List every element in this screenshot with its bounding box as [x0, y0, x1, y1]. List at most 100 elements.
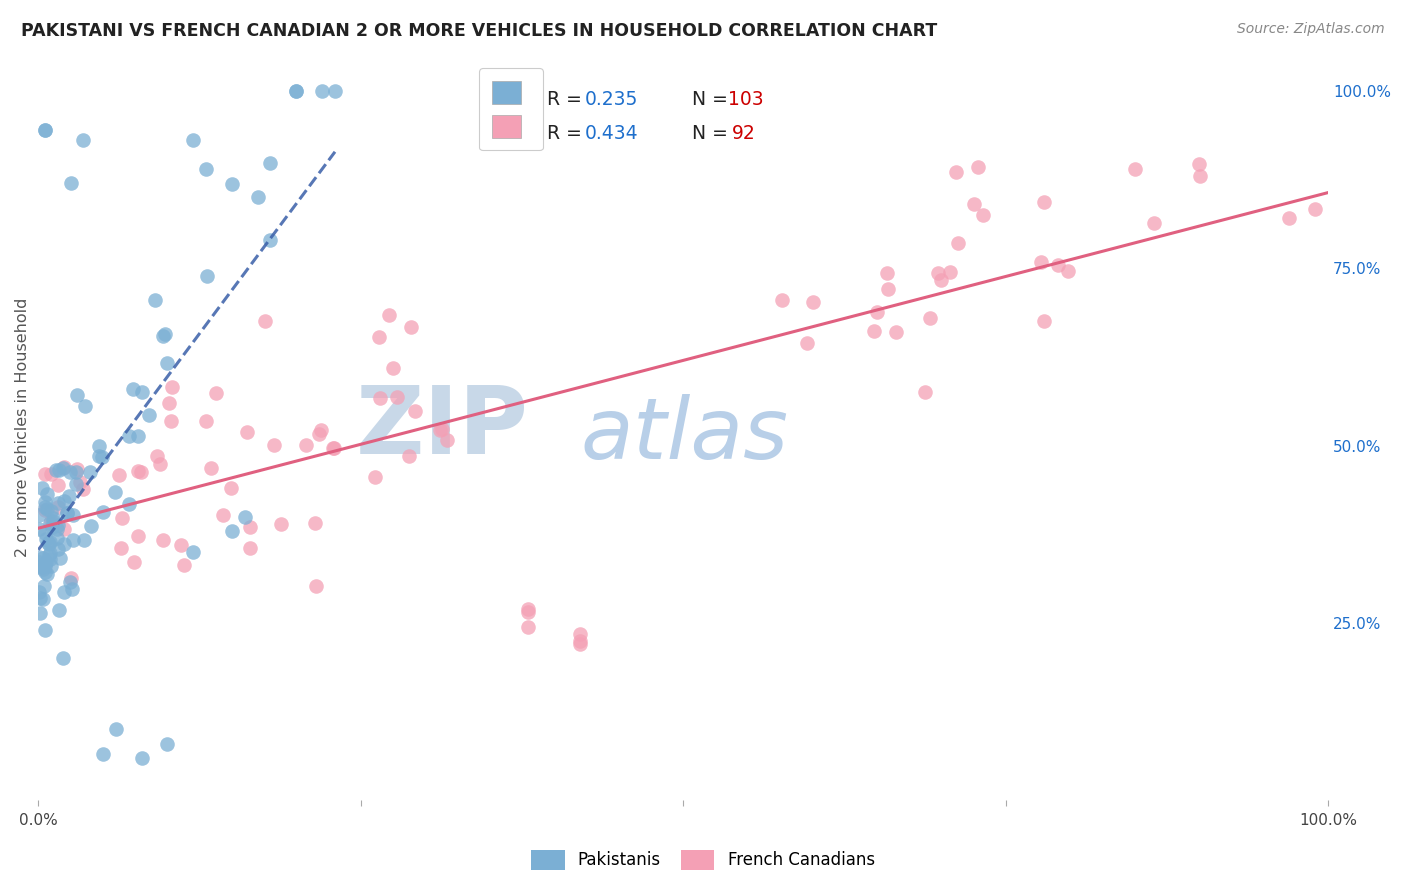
- Point: [34, 467, 56, 481]
- Point: [37, 536, 59, 550]
- Point: [205, 385, 228, 400]
- Point: [770, 293, 793, 308]
- Point: [862, 324, 884, 338]
- Point: [53, 494, 76, 508]
- Point: [569, 637, 592, 651]
- Text: 103: 103: [728, 90, 763, 110]
- Point: [59, 176, 82, 190]
- Point: [270, 516, 292, 531]
- Point: [131, 751, 153, 765]
- Point: [52, 651, 75, 665]
- Point: [382, 361, 405, 376]
- Point: [117, 497, 139, 511]
- Point: [517, 605, 540, 619]
- Point: [304, 516, 326, 530]
- Point: [52, 537, 75, 551]
- Point: [46, 522, 69, 536]
- Point: [194, 414, 217, 428]
- Point: [34, 503, 56, 517]
- Point: [1143, 216, 1166, 230]
- Point: [259, 155, 281, 169]
- Point: [309, 423, 332, 437]
- Point: [153, 326, 176, 341]
- Point: [195, 162, 218, 177]
- Point: [28, 508, 51, 523]
- Point: [51, 460, 73, 475]
- Point: [429, 423, 451, 437]
- Point: [972, 208, 994, 222]
- Text: 0.434: 0.434: [585, 124, 638, 143]
- Point: [927, 266, 949, 280]
- Point: [34, 500, 56, 514]
- Point: [87, 450, 110, 464]
- Point: [239, 520, 262, 534]
- Point: [162, 379, 184, 393]
- Point: [60, 582, 83, 596]
- Point: [37, 501, 59, 516]
- Point: [364, 470, 387, 484]
- Point: [233, 509, 256, 524]
- Point: [91, 747, 114, 762]
- Point: [46, 500, 69, 514]
- Point: [1047, 258, 1070, 272]
- Point: [39, 534, 62, 549]
- Point: [55, 506, 77, 520]
- Point: [138, 408, 160, 422]
- Point: [39, 559, 62, 574]
- Point: [181, 545, 204, 559]
- Point: [108, 467, 131, 482]
- Point: [53, 585, 76, 599]
- Point: [65, 465, 87, 479]
- Point: [368, 329, 391, 343]
- Point: [517, 602, 540, 616]
- Point: [295, 437, 318, 451]
- Point: [73, 399, 96, 413]
- Point: [59, 571, 82, 585]
- Point: [308, 427, 330, 442]
- Point: [46, 541, 69, 556]
- Point: [143, 293, 166, 308]
- Point: [35, 533, 58, 547]
- Point: [104, 485, 127, 500]
- Point: [89, 439, 111, 453]
- Point: [129, 466, 152, 480]
- Legend: Pakistanis, French Canadians: Pakistanis, French Canadians: [524, 843, 882, 877]
- Point: [34, 122, 56, 136]
- Point: [259, 233, 281, 247]
- Point: [31, 562, 53, 576]
- Point: [38, 537, 60, 551]
- Point: [45, 531, 67, 545]
- Point: [387, 390, 409, 404]
- Text: N =: N =: [692, 124, 734, 143]
- Point: [929, 273, 952, 287]
- Point: [31, 591, 53, 606]
- Point: [253, 314, 276, 328]
- Point: [58, 489, 80, 503]
- Point: [156, 356, 179, 370]
- Point: [45, 463, 67, 477]
- Point: [221, 524, 243, 538]
- Point: [801, 295, 824, 310]
- Point: [31, 481, 53, 495]
- Point: [323, 84, 346, 98]
- Point: [1123, 161, 1146, 176]
- Point: [876, 266, 898, 280]
- Point: [157, 396, 180, 410]
- Point: [28, 549, 51, 564]
- Point: [211, 508, 233, 522]
- Text: 0.235: 0.235: [585, 90, 638, 110]
- Point: [399, 320, 422, 334]
- Point: [53, 459, 76, 474]
- Point: [34, 525, 56, 540]
- Point: [914, 384, 936, 399]
- Legend: , : ,: [479, 68, 543, 151]
- Point: [66, 461, 89, 475]
- Point: [285, 84, 308, 98]
- Point: [28, 522, 51, 536]
- Point: [30, 558, 52, 573]
- Point: [49, 550, 72, 565]
- Text: R =: R =: [547, 124, 588, 143]
- Point: [38, 548, 60, 562]
- Point: [110, 541, 132, 555]
- Point: [34, 122, 56, 136]
